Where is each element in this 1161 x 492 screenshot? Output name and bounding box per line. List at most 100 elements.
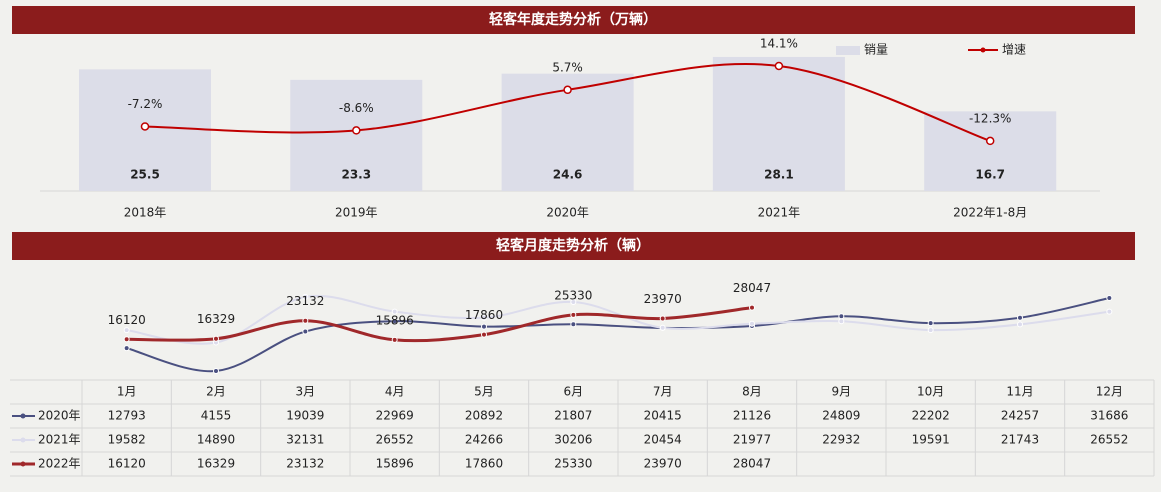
growth-dot bbox=[352, 126, 361, 135]
banner bbox=[12, 6, 1135, 34]
bar bbox=[290, 79, 423, 191]
table-cell: 21126 bbox=[733, 409, 771, 423]
point bbox=[1017, 321, 1023, 328]
table-header: 12月 bbox=[1096, 385, 1123, 399]
legend-label: 2020年 bbox=[38, 409, 81, 423]
point bbox=[302, 317, 309, 324]
point bbox=[1106, 308, 1113, 315]
data-label: 14.1% bbox=[760, 36, 798, 50]
table-cell: 24809 bbox=[822, 409, 860, 423]
table-header: 6月 bbox=[564, 385, 584, 399]
table-cell: 32131 bbox=[286, 433, 324, 447]
data-label: 23970 bbox=[644, 292, 682, 306]
table-cell: 12793 bbox=[108, 409, 146, 423]
table-cell: 24257 bbox=[1001, 409, 1039, 423]
table-cell: 16120 bbox=[108, 457, 146, 471]
point bbox=[302, 293, 309, 300]
point bbox=[570, 298, 577, 305]
data-label: -12.3% bbox=[969, 111, 1011, 125]
data-label: 28.1 bbox=[764, 168, 794, 182]
point bbox=[570, 321, 577, 328]
table-cell: 21977 bbox=[733, 433, 771, 447]
table-cell: 4155 bbox=[201, 409, 232, 423]
point bbox=[213, 335, 219, 342]
data-label: -8.6% bbox=[339, 101, 374, 115]
point bbox=[1017, 314, 1023, 321]
data-label: 25330 bbox=[554, 288, 592, 302]
data-label: 23132 bbox=[286, 294, 324, 308]
series-line bbox=[126, 306, 753, 343]
point bbox=[838, 313, 845, 320]
table-cell: 22202 bbox=[912, 409, 950, 423]
legend-label: 2022年 bbox=[38, 457, 81, 471]
point bbox=[481, 331, 487, 338]
point bbox=[391, 308, 398, 315]
table-cell: 16329 bbox=[197, 457, 235, 471]
table-cell: 22969 bbox=[376, 409, 414, 423]
chart-title: 轻客年度走势分析（万辆） bbox=[489, 11, 657, 28]
table-cell: 15896 bbox=[376, 457, 414, 471]
point bbox=[659, 315, 666, 322]
table-cell: 19591 bbox=[912, 433, 950, 447]
point bbox=[123, 336, 130, 343]
point bbox=[749, 320, 755, 327]
point bbox=[213, 367, 219, 374]
x-tick-label: 2022年1-8月 bbox=[953, 206, 1027, 220]
point bbox=[481, 323, 487, 330]
table-header: 10月 bbox=[917, 385, 944, 399]
data-label: 25.5 bbox=[130, 168, 160, 182]
data-label: 16329 bbox=[197, 312, 235, 326]
table-cell: 23132 bbox=[286, 457, 324, 471]
series-line bbox=[126, 297, 1110, 373]
table-cell: 21807 bbox=[554, 409, 592, 423]
data-label: -7.2% bbox=[128, 97, 163, 111]
bar bbox=[924, 111, 1057, 191]
table-cell: 20454 bbox=[644, 433, 682, 447]
table-header: 1月 bbox=[117, 385, 137, 399]
point bbox=[123, 327, 130, 334]
point bbox=[927, 327, 934, 334]
point bbox=[749, 304, 755, 311]
point bbox=[481, 314, 487, 321]
data-label: 28047 bbox=[733, 281, 771, 295]
point bbox=[391, 318, 398, 325]
legend-label: 销量 bbox=[864, 43, 888, 57]
growth-dot bbox=[774, 61, 784, 71]
point bbox=[927, 320, 934, 327]
point bbox=[123, 345, 130, 352]
point bbox=[391, 336, 398, 343]
point bbox=[302, 328, 309, 335]
table-header: 5月 bbox=[474, 385, 494, 399]
table-cell: 26552 bbox=[1090, 433, 1128, 447]
banner bbox=[12, 232, 1135, 260]
legend-label: 2021年 bbox=[38, 433, 81, 447]
table-cell: 20415 bbox=[644, 409, 682, 423]
data-label: 16120 bbox=[108, 313, 146, 327]
data-label: 16.7 bbox=[975, 168, 1005, 182]
data-label: 24.6 bbox=[553, 168, 583, 182]
point bbox=[1106, 295, 1113, 302]
table-header: 3月 bbox=[296, 385, 316, 399]
table-cell: 23970 bbox=[644, 457, 682, 471]
table-cell: 19582 bbox=[108, 433, 146, 447]
table-cell: 22932 bbox=[822, 433, 860, 447]
growth-dot bbox=[563, 85, 572, 95]
point bbox=[838, 318, 845, 325]
table-cell: 31686 bbox=[1090, 409, 1128, 423]
legend-dot bbox=[20, 461, 26, 467]
growth-dot bbox=[985, 136, 995, 146]
legend-label: 增速 bbox=[1002, 43, 1026, 57]
table-cell: 14890 bbox=[197, 433, 235, 447]
series-line bbox=[126, 294, 1110, 345]
x-tick-label: 2020年 bbox=[546, 206, 589, 220]
point bbox=[659, 324, 666, 331]
table-header: 9月 bbox=[832, 385, 852, 399]
table-cell: 24266 bbox=[465, 433, 503, 447]
x-tick-label: 2018年 bbox=[124, 206, 167, 220]
table-cell: 26552 bbox=[376, 433, 414, 447]
point bbox=[570, 311, 577, 318]
growth-dot bbox=[140, 122, 150, 131]
data-label: 15896 bbox=[376, 313, 414, 327]
table-header: 8月 bbox=[742, 385, 762, 399]
